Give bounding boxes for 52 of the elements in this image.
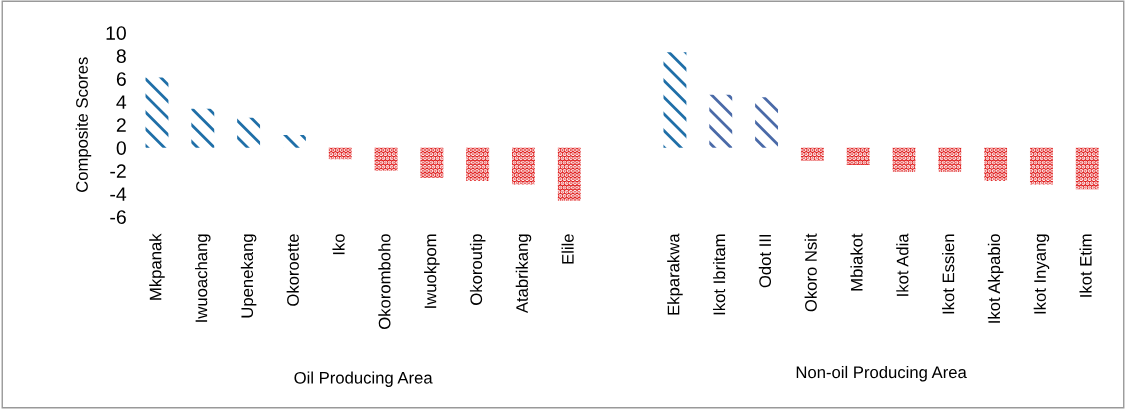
y-tick-label: 10: [106, 26, 126, 40]
x-tick-label: Elile: [561, 234, 574, 264]
x-tick-label: Okoroette: [286, 234, 299, 306]
bar: [374, 147, 398, 171]
y-axis-title: Composite Scores: [75, 57, 92, 192]
bar: [709, 94, 733, 148]
y-tick-label: 0: [116, 141, 126, 155]
bar: [282, 135, 306, 148]
bar: [846, 147, 870, 166]
x-tick-label: Odot III: [758, 234, 772, 288]
x-tick-label: Ikot Essien: [942, 234, 955, 314]
bar: [145, 77, 169, 148]
x-axis-title: Oil Producing Area: [294, 371, 433, 387]
x-tick-label: Ikot Inyang: [1033, 234, 1050, 314]
bar: [755, 97, 779, 148]
x-tick-label: Ikot Ibritam: [712, 234, 726, 315]
bar: [557, 147, 581, 201]
bar: [800, 147, 824, 161]
bar: [191, 108, 215, 148]
y-tick-label: 6: [116, 72, 126, 86]
bar: [1029, 147, 1053, 185]
x-tick-label: Ikot Adia: [896, 233, 909, 296]
bar: [892, 147, 916, 172]
y-tick-label: -6: [110, 210, 126, 225]
x-tick-label: Okoro Nsit: [804, 233, 817, 312]
x-tick-label: Ikot Etim: [1079, 234, 1092, 297]
x-tick-label: Atabrikang: [515, 234, 532, 314]
bar: [512, 147, 535, 185]
y-tick-label: -4: [110, 187, 127, 201]
x-tick-label: Okoromboho: [378, 234, 391, 329]
bar: [938, 147, 962, 172]
y-tick-label: 2: [116, 118, 126, 132]
x-tick-label: Iko: [332, 234, 345, 255]
bar: [984, 147, 1008, 182]
bar: [663, 52, 687, 148]
bar: [466, 147, 490, 182]
x-tick-label: Iwuokpom: [424, 234, 440, 308]
x-tick-label: Iwuoachang: [195, 234, 211, 322]
x-tick-label: Upenekang: [240, 234, 257, 318]
x-axis-title: Non-oil Producing Area: [796, 365, 967, 382]
x-tick-label: Mkpanak: [149, 233, 165, 300]
y-tick-label: 8: [116, 49, 126, 63]
x-tick-label: Mbiakot: [850, 233, 863, 291]
x-tick-label: Ikot Akpabio: [987, 234, 1004, 323]
bar: [328, 147, 352, 160]
bar: [1075, 147, 1099, 190]
bar: [237, 117, 261, 148]
y-tick-label: 4: [116, 95, 127, 109]
x-tick-label: Okoroutip: [469, 234, 486, 305]
bar: [420, 147, 444, 178]
x-tick-label: Ekparakwa: [667, 233, 683, 315]
y-tick-label: -2: [110, 164, 126, 178]
